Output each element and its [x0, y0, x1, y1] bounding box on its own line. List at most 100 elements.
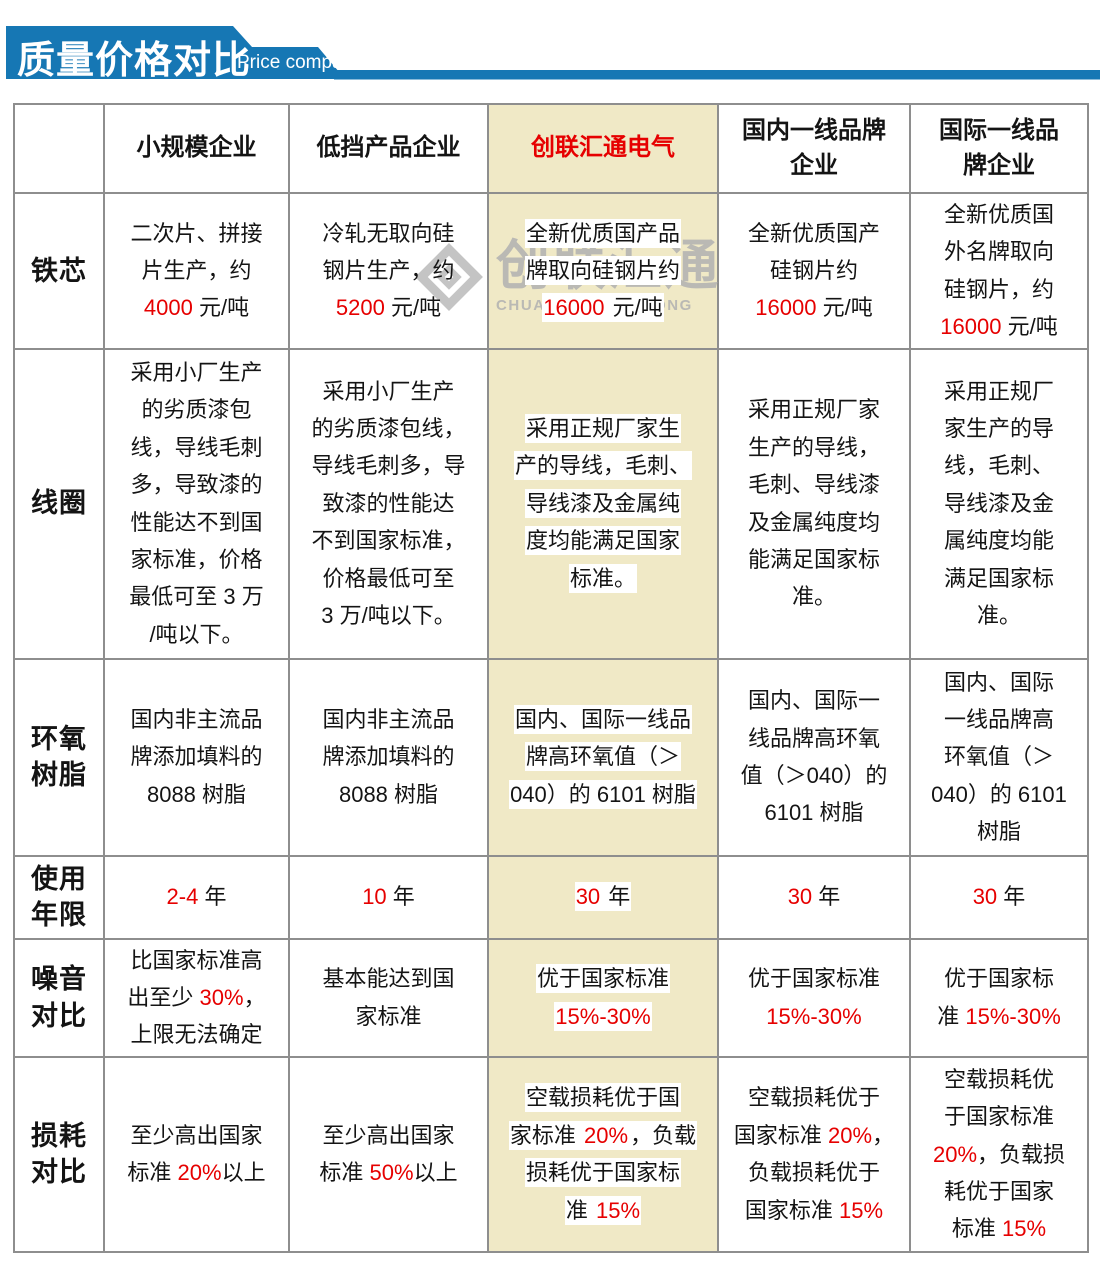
- cell-text: 元/吨: [384, 295, 442, 321]
- cell-text: 空载损耗优于 国家标准: [733, 1085, 880, 1148]
- table-cell-r1-c2: 采用小厂生产 的劣质漆包线， 导线毛刺多，导 致漆的性能达 不到国家标准， 价格…: [288, 347, 489, 660]
- cell-text: 至少高出国家 标准: [319, 1122, 455, 1186]
- cell-text: 空载损耗优 于国家标准: [943, 1066, 1054, 1130]
- cell-text: 优于国家标准: [747, 966, 880, 992]
- column-header-2: 低挡产品企业: [288, 103, 489, 194]
- highlight-value: 20%: [932, 1141, 978, 1167]
- table-cell-r2-c2: 国内非主流品 牌添加填料的 8088 树脂: [288, 657, 489, 857]
- table-cell-r4-c4: 优于国家标准 15%-30%: [717, 937, 911, 1058]
- highlight-value: 15%: [1002, 1216, 1047, 1242]
- table-cell-r4-c5: 优于国家标 准 15%-30%: [909, 937, 1089, 1058]
- highlight-value: 20%: [177, 1160, 222, 1186]
- table-cell-r0-c2: 冷轧无取向硅 钢片生产，约 5200 元/吨: [288, 192, 489, 350]
- corner-cell: [13, 103, 105, 194]
- page-title: 质量价格对比: [17, 40, 252, 82]
- table-cell-r4-c3: 优于国家标准 15%-30%: [487, 937, 719, 1058]
- highlight-value: 15%-30%: [554, 1001, 652, 1031]
- cell-text: 冷轧无取向硅 钢片生产，约: [322, 220, 455, 284]
- cell-text: 优于国家标准: [535, 964, 670, 994]
- table-cell-r2-c3: 国内、国际一线品 牌高环氧值（＞ 040）的 6101 树脂: [487, 657, 719, 857]
- highlight-value: 30: [787, 884, 813, 910]
- cell-text: 采用正规厂 家生产的导 线，毛刺、 导线漆及金 属纯度均能 满足国家标 准。: [943, 378, 1054, 629]
- table-row-1: 线圈 采用小厂生产 的劣质漆包 线，导线毛刺 多，导致漆的 性能达不到国 家标准，…: [13, 347, 1089, 660]
- cell-text: 以上: [413, 1160, 458, 1186]
- table-cell-r1-c1: 采用小厂生产 的劣质漆包 线，导线毛刺 多，导致漆的 性能达不到国 家标准，价格…: [103, 347, 290, 660]
- cell-text: 国内非主流品 牌添加填料的 8088 树脂: [130, 706, 263, 807]
- cell-text: 优于国家标 准: [937, 966, 1054, 1029]
- cell-text: 采用正规厂家 生产的导线， 毛刺、导线漆 及金属纯度均 能满足国家标 准。: [747, 397, 880, 610]
- row-label-1: 线圈: [13, 347, 105, 660]
- highlight-value: 4000: [143, 295, 193, 321]
- table-cell-r3-c3: 30 年: [487, 854, 719, 940]
- table-cell-r5-c2: 至少高出国家 标准 50%以上: [288, 1055, 489, 1253]
- cell-text: ， 负载损耗优于 国家标准: [744, 1122, 895, 1223]
- cell-text: 基本能达到国 家标准: [322, 966, 455, 1029]
- table-cell-r0-c4: 全新优质国产 硅钢片约 16000 元/吨: [717, 192, 911, 350]
- highlight-value: 30: [972, 884, 998, 910]
- cell-text: 全新优质国 外名牌取向 硅钢片，约: [943, 202, 1054, 302]
- row-label-3: 使用 年限: [13, 854, 105, 940]
- row-label-2: 环氧 树脂: [13, 657, 105, 857]
- highlight-value: 2-4: [166, 884, 199, 910]
- cell-text: 年: [601, 882, 632, 912]
- cell-text: 国内、国际 一线品牌高 环氧值（＞ 040）的 6101 树脂: [931, 669, 1067, 845]
- cell-text: 采用正规厂家生 产的导线，毛刺、 导线漆及金属纯 度均能满足国家 标准。: [513, 414, 692, 593]
- cell-text: 年: [812, 884, 841, 910]
- column-header-4: 国内一线品牌 企业: [717, 103, 911, 194]
- cell-text: 年: [997, 884, 1026, 910]
- table-cell-r2-c1: 国内非主流品 牌添加填料的 8088 树脂: [103, 657, 290, 857]
- row-label-0: 铁芯: [13, 192, 105, 350]
- table-cell-r5-c4: 空载损耗优于 国家标准 20%， 负载损耗优于 国家标准 15%: [717, 1055, 911, 1253]
- cell-text: 以上: [221, 1160, 266, 1186]
- table-cell-r5-c1: 至少高出国家 标准 20%以上: [103, 1055, 290, 1253]
- table-cell-r3-c2: 10 年: [288, 854, 489, 940]
- cell-text: ， 上限无法确定: [130, 984, 266, 1048]
- header-row: 小规模企业 低挡产品企业 创联汇通电气 国内一线品牌 企业 国际一线品 牌企业: [13, 103, 1089, 194]
- table-cell-r5-c3: 空载损耗优于国 家标准 20%，负载 损耗优于国家标 准 15%: [487, 1055, 719, 1253]
- highlight-value: 5200: [335, 295, 385, 321]
- highlight-value: 16000: [755, 295, 817, 321]
- table-cell-r5-c5: 空载损耗优 于国家标准 20%，负载损 耗优于国家 标准 15%: [909, 1055, 1089, 1253]
- highlight-value: 30%: [199, 984, 244, 1010]
- comparison-table: 小规模企业 低挡产品企业 创联汇通电气 国内一线品牌 企业 国际一线品 牌企业 铁芯 二次片…: [13, 103, 1089, 1253]
- column-header-3: 创联汇通电气: [487, 103, 719, 194]
- table-row-2: 环氧 树脂 国内非主流品 牌添加填料的 8088 树脂 国内非主流品 牌添加填料的 …: [13, 657, 1089, 857]
- cell-text: 元/吨: [816, 295, 873, 321]
- highlight-value: 20%: [828, 1122, 873, 1148]
- table-cell-r2-c4: 国内、国际一 线品牌高环氧 值（＞040）的 6101 树脂: [717, 657, 911, 857]
- cell-text: 采用小厂生产 的劣质漆包 线，导线毛刺 多，导致漆的 性能达不到国 家标准，价格…: [129, 360, 264, 647]
- table-cell-r2-c5: 国内、国际 一线品牌高 环氧值（＞ 040）的 6101 树脂: [909, 657, 1089, 857]
- column-header-1: 小规模企业: [103, 103, 290, 194]
- row-label-4: 噪音 对比: [13, 937, 105, 1058]
- table-cell-r1-c5: 采用正规厂 家生产的导 线，毛刺、 导线漆及金 属纯度均能 满足国家标 准。: [909, 347, 1089, 660]
- cell-text: 国内、国际一 线品牌高环氧 值（＞040）的 6101 树脂: [740, 688, 888, 826]
- table-row-4: 噪音 对比 比国家标准高 出至少 30%， 上限无法确定 基本能达到国 家标准 优于国…: [13, 937, 1089, 1058]
- table-cell-r1-c4: 采用正规厂家 生产的导线， 毛刺、导线漆 及金属纯度均 能满足国家标 准。: [717, 347, 911, 660]
- table-row-3: 使用 年限 2-4 年 10 年 30 年 30 年 30 年: [13, 854, 1089, 940]
- table-row-5: 损耗 对比 至少高出国家 标准 20%以上 至少高出国家 标准 50%以上 空载损耗优…: [13, 1055, 1089, 1253]
- highlight-value: 15%-30%: [766, 1003, 862, 1029]
- highlight-value: 20%: [583, 1120, 630, 1150]
- table-cell-r4-c1: 比国家标准高 出至少 30%， 上限无法确定: [103, 937, 290, 1058]
- cell-text: ，负载损 耗优于国家 标准: [943, 1141, 1066, 1242]
- highlight-value: 50%: [369, 1160, 414, 1186]
- table-cell-r0-c3: 全新优质国产品 牌取向硅钢片约 16000 元/吨: [487, 192, 719, 350]
- cell-text: 至少高出国家 标准: [127, 1122, 263, 1186]
- table-cell-r4-c2: 基本能达到国 家标准: [288, 937, 489, 1058]
- highlight-value: 15%: [839, 1197, 884, 1223]
- highlight-value: 16000: [542, 293, 606, 323]
- cell-text: 国内非主流品 牌添加填料的 8088 树脂: [322, 706, 455, 807]
- table-row-0: 铁芯 二次片、拼接 片生产，约 4000 元/吨 冷轧无取向硅 钢片生产，约 520…: [13, 192, 1089, 350]
- cell-text: 元/吨: [192, 295, 250, 321]
- table-cell-r0-c1: 二次片、拼接 片生产，约 4000 元/吨: [103, 192, 290, 350]
- highlight-value: 30: [574, 882, 602, 912]
- table-cell-r1-c3: 采用正规厂家生 产的导线，毛刺、 导线漆及金属纯 度均能满足国家 标准。: [487, 347, 719, 660]
- table-cell-r3-c1: 2-4 年: [103, 854, 290, 940]
- highlight-value: 15%-30%: [965, 1003, 1061, 1029]
- cell-text: 采用小厂生产 的劣质漆包线， 导线毛刺多，导 致漆的性能达 不到国家标准， 价格…: [311, 378, 466, 629]
- page-subtitle: Price comparison: [237, 52, 384, 73]
- cell-text: 元/吨: [605, 293, 664, 323]
- highlight-value: 10: [362, 884, 387, 910]
- table-cell-r0-c5: 全新优质国 外名牌取向 硅钢片，约 16000 元/吨: [909, 192, 1089, 350]
- row-label-5: 损耗 对比: [13, 1055, 105, 1253]
